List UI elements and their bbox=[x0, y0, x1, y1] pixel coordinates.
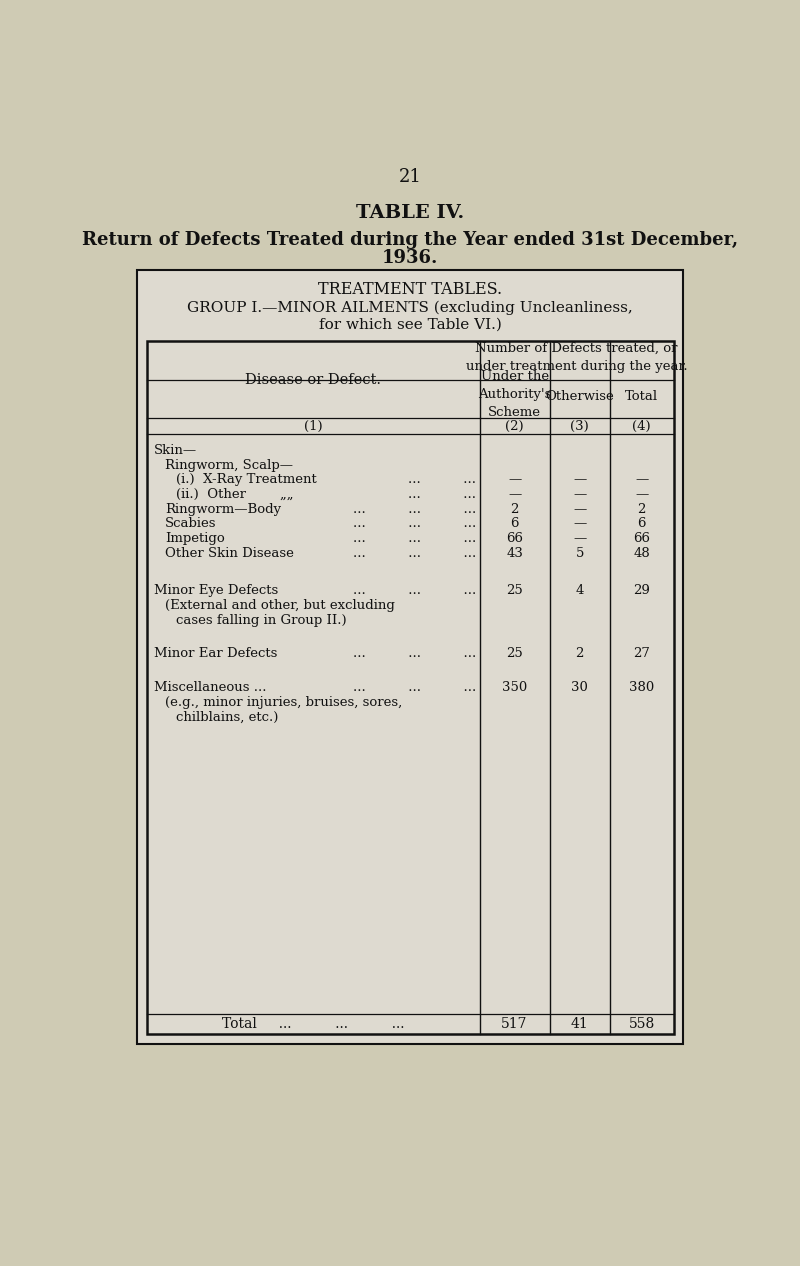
Text: 380: 380 bbox=[629, 681, 654, 694]
Text: 517: 517 bbox=[502, 1017, 528, 1031]
Text: 2: 2 bbox=[638, 503, 646, 515]
Text: for which see Table VI.): for which see Table VI.) bbox=[318, 318, 502, 332]
Text: ...          ...: ... ... bbox=[408, 473, 476, 486]
Text: 27: 27 bbox=[634, 647, 650, 661]
Text: 41: 41 bbox=[571, 1017, 589, 1031]
Text: Scabies: Scabies bbox=[165, 518, 217, 530]
Text: 30: 30 bbox=[571, 681, 588, 694]
Text: 2: 2 bbox=[575, 647, 584, 661]
Text: Miscellaneous ...: Miscellaneous ... bbox=[154, 681, 266, 694]
Text: —: — bbox=[635, 473, 648, 486]
Text: Other Skin Disease: Other Skin Disease bbox=[165, 547, 294, 560]
Text: 4: 4 bbox=[575, 585, 584, 598]
Text: (4): (4) bbox=[633, 419, 651, 433]
Text: ...          ...          ...: ... ... ... bbox=[353, 585, 476, 598]
Text: TREATMENT TABLES.: TREATMENT TABLES. bbox=[318, 281, 502, 299]
Text: GROUP I.—MINOR AILMENTS (excluding Uncleanliness,: GROUP I.—MINOR AILMENTS (excluding Uncle… bbox=[187, 300, 633, 315]
Text: 5: 5 bbox=[575, 547, 584, 560]
Text: —: — bbox=[573, 473, 586, 486]
Text: 6: 6 bbox=[638, 518, 646, 530]
Text: (1): (1) bbox=[304, 419, 322, 433]
Text: (i.)  X-Ray Treatment: (i.) X-Ray Treatment bbox=[176, 473, 317, 486]
Text: chilblains, etc.): chilblains, etc.) bbox=[176, 710, 278, 724]
Text: —: — bbox=[508, 473, 522, 486]
Text: ...          ...          ...: ... ... ... bbox=[353, 532, 476, 544]
Text: 29: 29 bbox=[634, 585, 650, 598]
Text: Otherwise: Otherwise bbox=[546, 390, 614, 403]
Text: 6: 6 bbox=[510, 518, 519, 530]
Bar bbox=[146, 342, 674, 1034]
Text: 48: 48 bbox=[634, 547, 650, 560]
Text: ...          ...          ...: ... ... ... bbox=[353, 518, 476, 530]
Text: cases falling in Group II.): cases falling in Group II.) bbox=[176, 614, 346, 627]
Text: Under the
Authority's
Scheme: Under the Authority's Scheme bbox=[478, 370, 551, 419]
Text: ...          ...: ... ... bbox=[408, 489, 476, 501]
Text: 1936.: 1936. bbox=[382, 249, 438, 267]
Text: —: — bbox=[508, 489, 522, 501]
Text: 25: 25 bbox=[506, 647, 523, 661]
Text: ...          ...          ...: ... ... ... bbox=[353, 547, 476, 560]
Text: Impetigo: Impetigo bbox=[165, 532, 225, 544]
Text: ...          ...          ...: ... ... ... bbox=[353, 647, 476, 661]
Text: Skin—: Skin— bbox=[154, 444, 198, 457]
Text: 21: 21 bbox=[398, 168, 422, 186]
Text: 25: 25 bbox=[506, 585, 523, 598]
Bar bbox=[138, 270, 682, 1043]
Text: 66: 66 bbox=[634, 532, 650, 544]
Text: (3): (3) bbox=[570, 419, 589, 433]
Text: 350: 350 bbox=[502, 681, 527, 694]
Text: (ii.)  Other        „„: (ii.) Other „„ bbox=[176, 489, 294, 501]
Text: ...          ...          ...: ... ... ... bbox=[353, 681, 476, 694]
Text: (e.g., minor injuries, bruises, sores,: (e.g., minor injuries, bruises, sores, bbox=[165, 696, 402, 709]
Text: Return of Defects Treated during the Year ended 31st December,: Return of Defects Treated during the Yea… bbox=[82, 232, 738, 249]
Text: 66: 66 bbox=[506, 532, 523, 544]
Text: —: — bbox=[573, 532, 586, 544]
Text: —: — bbox=[573, 489, 586, 501]
Text: Total: Total bbox=[625, 390, 658, 403]
Text: 43: 43 bbox=[506, 547, 523, 560]
Text: Ringworm, Scalp—: Ringworm, Scalp— bbox=[165, 458, 293, 472]
Text: —: — bbox=[573, 503, 586, 515]
Text: Ringworm—Body: Ringworm—Body bbox=[165, 503, 282, 515]
Text: (External and other, but excluding: (External and other, but excluding bbox=[165, 599, 395, 611]
Text: Total     ...          ...          ...: Total ... ... ... bbox=[222, 1017, 404, 1031]
Text: —: — bbox=[635, 489, 648, 501]
Text: (2): (2) bbox=[506, 419, 524, 433]
Text: Minor Eye Defects: Minor Eye Defects bbox=[154, 585, 278, 598]
Text: Disease or Defect.: Disease or Defect. bbox=[245, 373, 381, 387]
Text: Minor Ear Defects: Minor Ear Defects bbox=[154, 647, 278, 661]
Text: —: — bbox=[573, 518, 586, 530]
Text: TABLE IV.: TABLE IV. bbox=[356, 204, 464, 223]
Text: ...          ...          ...: ... ... ... bbox=[353, 503, 476, 515]
Text: 2: 2 bbox=[510, 503, 519, 515]
Text: 558: 558 bbox=[629, 1017, 655, 1031]
Text: Number of Defects treated, or
under treatment during the year.: Number of Defects treated, or under trea… bbox=[466, 342, 687, 373]
